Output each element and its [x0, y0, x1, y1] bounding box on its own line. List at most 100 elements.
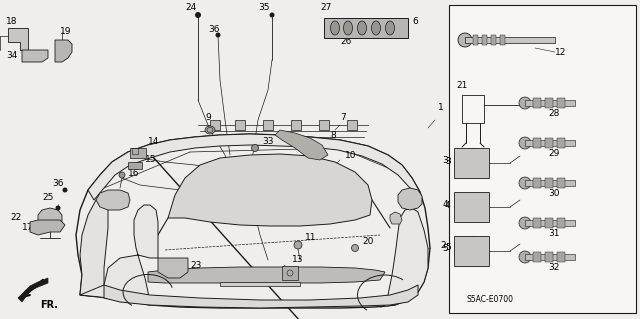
Text: #19: #19	[456, 239, 467, 244]
Ellipse shape	[358, 21, 367, 35]
Text: #15: #15	[456, 151, 467, 156]
Ellipse shape	[519, 97, 531, 109]
Polygon shape	[398, 188, 422, 210]
Bar	[454, 236, 489, 266]
Ellipse shape	[56, 205, 61, 211]
Polygon shape	[38, 208, 62, 228]
Text: 12: 12	[555, 48, 566, 57]
Text: 14: 14	[148, 137, 159, 146]
Ellipse shape	[351, 244, 358, 251]
Bar	[132, 148, 138, 154]
Bar	[557, 218, 565, 228]
Text: 33: 33	[262, 137, 273, 146]
Polygon shape	[380, 208, 428, 307]
Text: 36: 36	[208, 26, 220, 34]
Text: 27: 27	[320, 4, 332, 12]
Bar	[500, 35, 505, 45]
Text: 2: 2	[440, 241, 445, 249]
Text: 28: 28	[548, 109, 559, 118]
Text: S5AC-E0700: S5AC-E0700	[467, 295, 513, 305]
Text: 21: 21	[456, 81, 467, 90]
Text: 23: 23	[190, 261, 202, 270]
Text: 24: 24	[185, 4, 196, 12]
Ellipse shape	[371, 21, 381, 35]
Ellipse shape	[519, 177, 531, 189]
Bar	[235, 120, 245, 130]
Ellipse shape	[63, 188, 67, 192]
Bar	[533, 178, 541, 188]
Text: 8: 8	[330, 130, 336, 139]
Text: 19: 19	[60, 27, 72, 36]
Polygon shape	[158, 258, 188, 278]
Text: 34: 34	[6, 51, 17, 61]
Bar	[525, 220, 575, 226]
Bar	[130, 148, 146, 158]
Text: 32: 32	[548, 263, 559, 272]
Bar	[525, 140, 575, 146]
Bar	[557, 138, 565, 148]
Ellipse shape	[385, 21, 394, 35]
Ellipse shape	[519, 217, 531, 229]
Bar	[525, 180, 575, 186]
Text: 22: 22	[10, 213, 21, 222]
Text: 35: 35	[258, 4, 269, 12]
Bar	[533, 252, 541, 262]
Text: 10: 10	[345, 151, 356, 160]
Bar	[454, 192, 489, 222]
Bar	[525, 254, 575, 260]
Bar	[210, 120, 220, 130]
Text: 25: 25	[42, 194, 53, 203]
Text: 16: 16	[128, 169, 140, 179]
Polygon shape	[282, 266, 298, 280]
Text: 6: 6	[412, 18, 418, 26]
Bar	[533, 138, 541, 148]
Ellipse shape	[294, 241, 302, 249]
Polygon shape	[76, 134, 430, 308]
Ellipse shape	[519, 251, 531, 263]
Bar	[291, 120, 301, 130]
Text: FR.: FR.	[40, 300, 58, 310]
Bar	[491, 35, 496, 45]
Text: 7: 7	[340, 114, 346, 122]
Ellipse shape	[195, 12, 201, 18]
Bar	[545, 218, 553, 228]
Bar	[557, 98, 565, 108]
Ellipse shape	[119, 172, 125, 178]
Ellipse shape	[252, 145, 259, 152]
Ellipse shape	[330, 21, 339, 35]
Polygon shape	[8, 28, 28, 50]
Polygon shape	[324, 18, 408, 38]
Bar	[482, 35, 487, 45]
Text: 3: 3	[442, 156, 448, 165]
Bar	[545, 178, 553, 188]
Polygon shape	[55, 40, 72, 62]
Bar	[449, 5, 636, 313]
Ellipse shape	[205, 126, 215, 134]
Text: 13: 13	[292, 256, 303, 264]
Text: 31: 31	[548, 229, 559, 238]
Text: #15: #15	[456, 195, 467, 200]
Polygon shape	[104, 285, 418, 308]
Ellipse shape	[519, 137, 531, 149]
Polygon shape	[168, 154, 372, 226]
Polygon shape	[275, 130, 328, 160]
Text: 4: 4	[442, 200, 448, 209]
Bar	[473, 35, 478, 45]
Text: 15: 15	[145, 155, 157, 165]
Text: 26: 26	[340, 38, 351, 47]
Ellipse shape	[216, 33, 221, 38]
Polygon shape	[220, 282, 300, 286]
Text: 11: 11	[305, 234, 317, 242]
Ellipse shape	[269, 12, 275, 18]
Polygon shape	[390, 212, 402, 224]
Polygon shape	[22, 50, 48, 62]
Text: 5: 5	[445, 243, 451, 253]
Polygon shape	[80, 205, 158, 305]
Text: 9: 9	[205, 114, 211, 122]
Bar	[347, 120, 357, 130]
Bar	[319, 120, 329, 130]
Bar	[545, 138, 553, 148]
Bar	[462, 95, 484, 123]
Polygon shape	[148, 267, 385, 283]
Bar	[454, 148, 489, 178]
